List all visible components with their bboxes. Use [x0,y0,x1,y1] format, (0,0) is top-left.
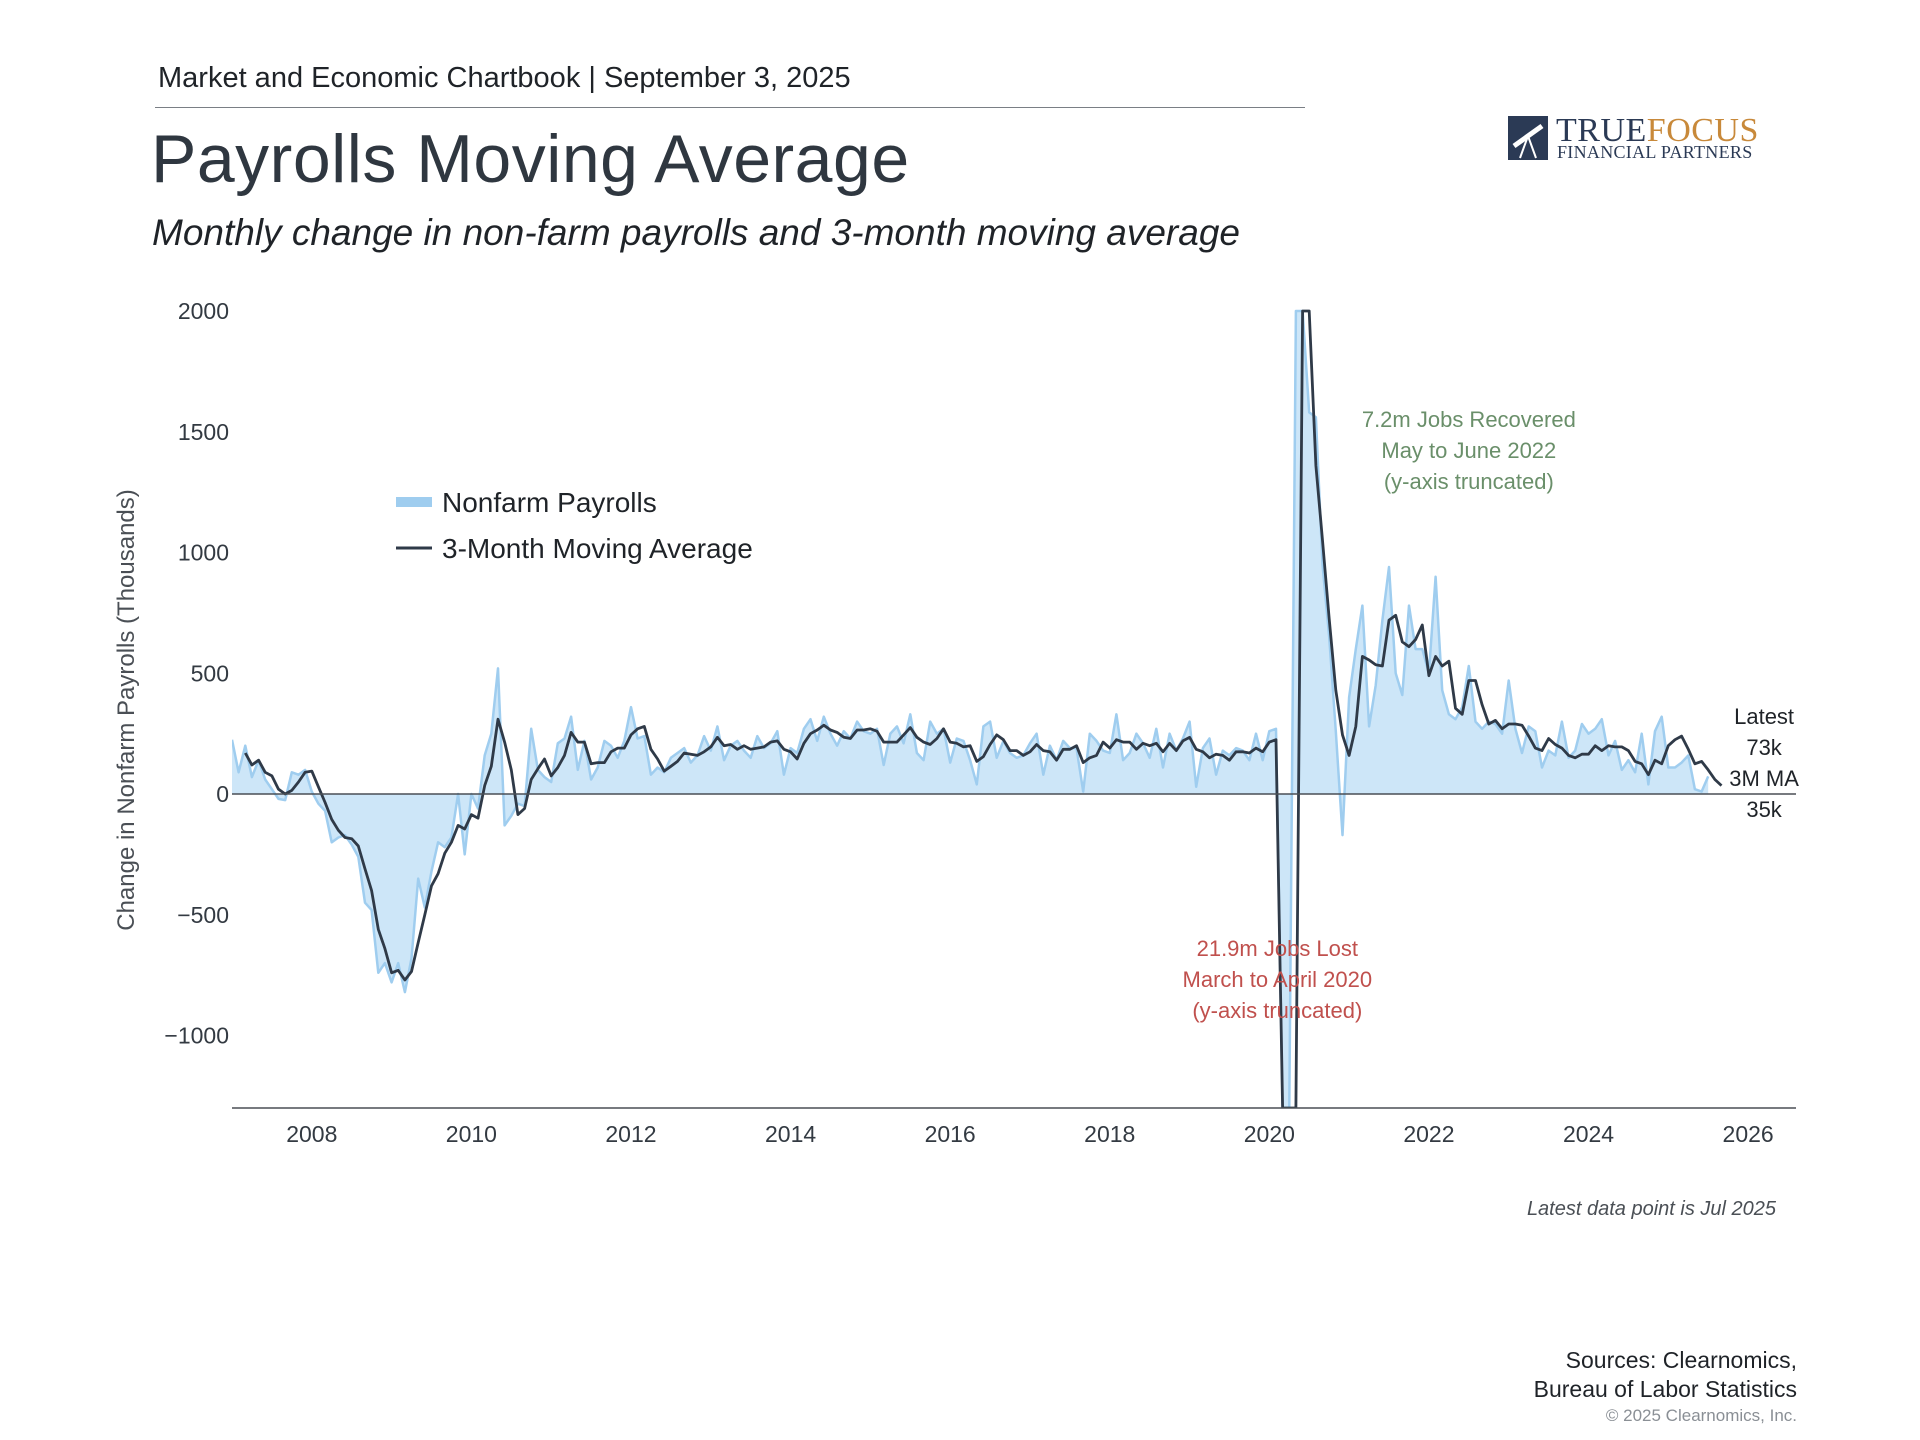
chartbook-header: Market and Economic Chartbook | Septembe… [158,62,851,94]
logo-wordmark: TRUEFOCUS [1556,112,1759,150]
y-tick-label: −500 [177,902,229,928]
annotation-gain-line: 7.2m Jobs Recovered [1362,407,1576,432]
logo-wordmark-focus: FOCUS [1646,112,1759,149]
copyright: © 2025 Clearnomics, Inc. [1605,1406,1797,1425]
sources-line-1: Sources: Clearnomics, [1565,1347,1797,1373]
y-axis-label: Change in Nonfarm Payrolls (Thousands) [113,489,140,931]
annotation-latest-line: 73k [1746,735,1782,760]
legend-label-payrolls: Nonfarm Payrolls [442,487,657,518]
annotation-latest-line: 3M MA [1729,766,1799,791]
annotation-loss: 21.9m Jobs Lost March to April 2020 (y-axi… [1183,936,1373,1023]
y-tick-label: −1000 [164,1023,229,1049]
annotation-latest-line: 35k [1746,797,1782,822]
annotation-loss-line: (y-axis truncated) [1192,998,1362,1023]
logo-wordmark-true: TRUE [1556,112,1647,149]
annotation-loss-line: 21.9m Jobs Lost [1197,936,1358,961]
page-subtitle: Monthly change in non-farm payrolls and … [152,212,1240,253]
x-tick-label: 2020 [1244,1121,1295,1147]
y-tick-label: 2000 [178,298,229,324]
telescope-icon [1508,116,1548,160]
company-logo: TRUEFOCUS FINANCIAL PARTNERS [1508,112,1758,172]
annotation-gain-line: (y-axis truncated) [1384,469,1554,494]
annotation-latest: Latest 73k 3M MA 35k [1729,704,1799,822]
annotation-latest-line: Latest [1734,704,1794,729]
sources: Sources: Clearnomics, Bureau of Labor St… [1534,1346,1797,1404]
annotation-gain-line: May to June 2022 [1381,438,1556,463]
x-tick-label: 2016 [925,1121,976,1147]
x-tick-label: 2022 [1403,1121,1454,1147]
moving-average-line [244,309,1723,1108]
x-tick-label: 2012 [605,1121,656,1147]
legend: Nonfarm Payrolls 3-Month Moving Average [396,487,753,564]
annotation-loss-line: March to April 2020 [1183,967,1373,992]
logo-subline: FINANCIAL PARTNERS [1557,142,1753,162]
legend-label-moving-average: 3-Month Moving Average [442,533,753,564]
y-tick-label: 1000 [178,540,229,566]
annotation-gain: 7.2m Jobs Recovered May to June 2022 (y-ax… [1362,407,1576,494]
header-divider [155,107,1305,108]
x-tick-label: 2010 [446,1121,497,1147]
annotations: 21.9m Jobs Lost March to April 2020 (y-axi… [1183,407,1800,1023]
nonfarm-payrolls-area [232,311,1709,1108]
latest-data-note: Latest data point is Jul 2025 [1526,1198,1776,1220]
payrolls-chart: −1000 −500 0 500 1000 1500 2000 2008 2010 2012 201… [113,298,1800,1147]
x-tick-label: 2014 [765,1121,816,1147]
axes: −1000 −500 0 500 1000 1500 2000 2008 2010 2012 201… [113,298,1796,1147]
y-tick-label: 1500 [178,419,229,445]
x-tick-label: 2018 [1084,1121,1135,1147]
plot-area [232,309,1723,1108]
page-title: Payrolls Moving Average [151,121,910,197]
y-tick-label: 500 [191,660,229,686]
sources-line-2: Bureau of Labor Statistics [1533,1376,1797,1402]
x-tick-label: 2008 [286,1121,337,1147]
x-tick-label: 2026 [1723,1121,1774,1147]
y-tick-label: 0 [216,781,229,807]
x-tick-label: 2024 [1563,1121,1614,1147]
